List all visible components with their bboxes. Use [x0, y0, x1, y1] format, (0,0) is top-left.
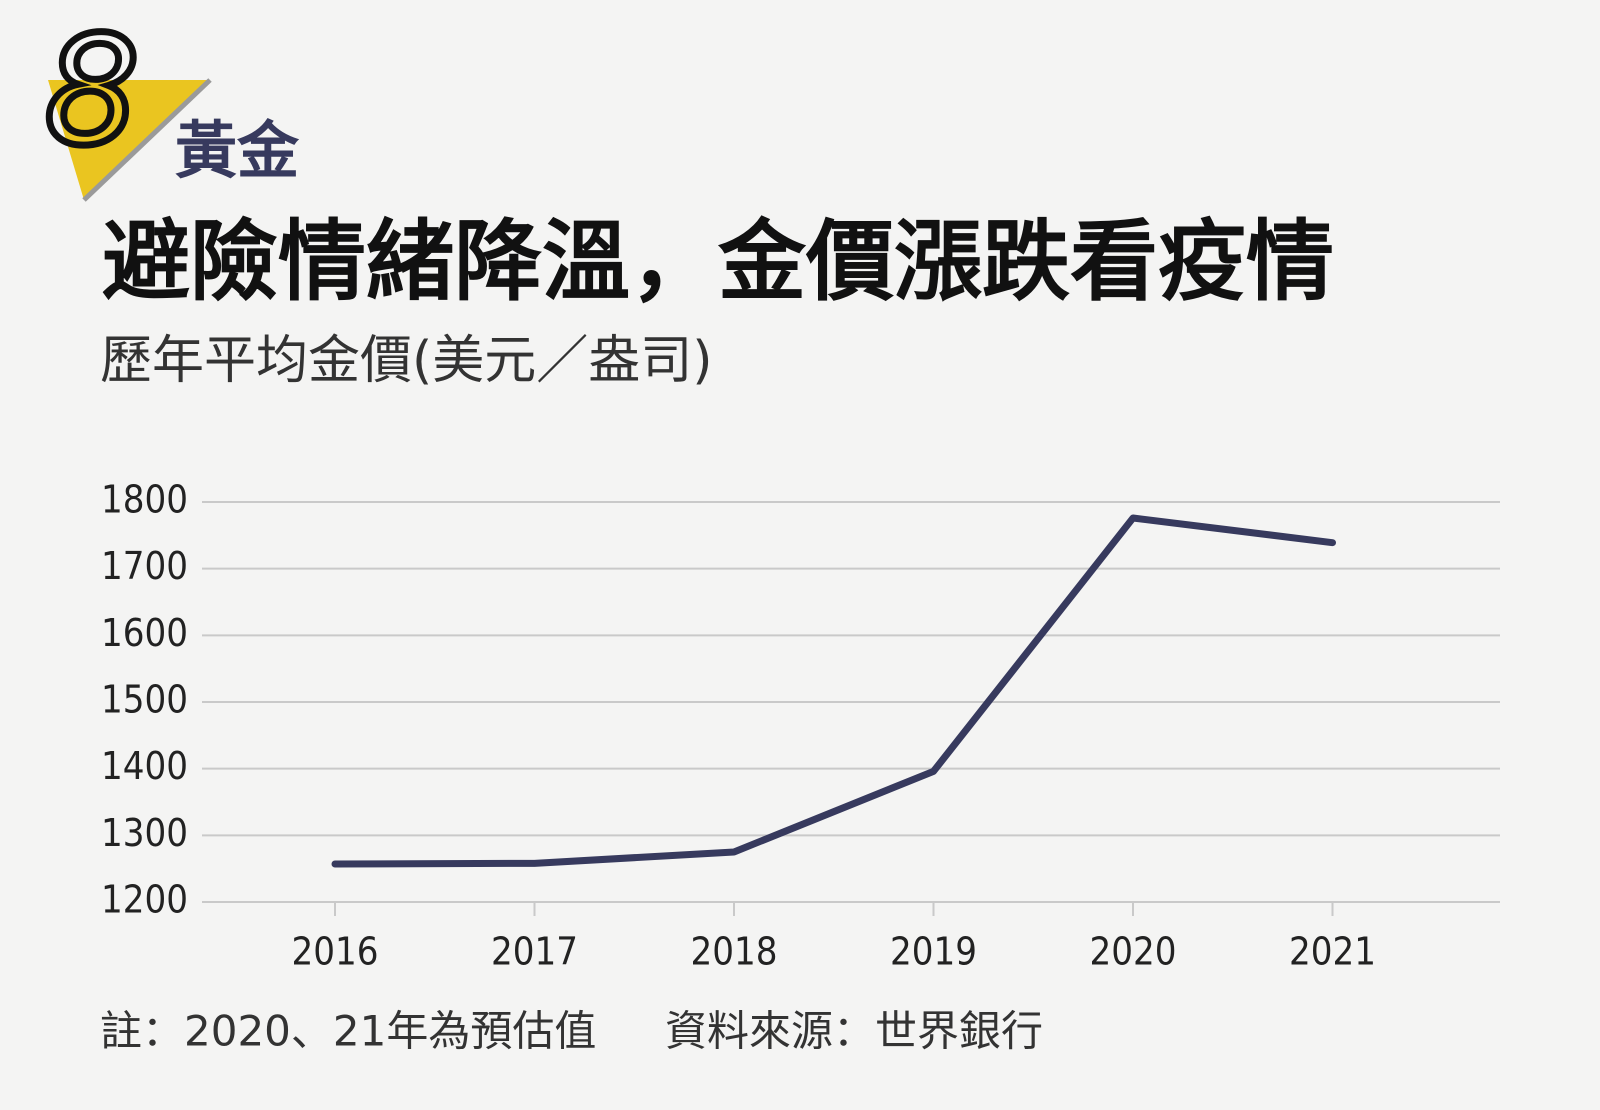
- y-tick-label: 1300: [101, 811, 188, 855]
- x-tick-label: 2016: [292, 930, 379, 974]
- badge-number: 8: [44, 5, 139, 179]
- badge-label: 黃金: [175, 114, 300, 187]
- x-tick-label: 2017: [491, 930, 578, 974]
- y-tick-label: 1400: [101, 744, 188, 788]
- chart-subtitle: 歷年平均金價(美元／盎司): [100, 331, 713, 391]
- footnote: 註：2020、21年為預估值: [100, 1007, 596, 1056]
- data-line: [331, 514, 1336, 868]
- x-tick-label: 2018: [691, 930, 778, 974]
- y-tick-label: 1200: [101, 878, 188, 922]
- badge-triangle: [48, 80, 210, 200]
- badge-stroke: [82, 78, 212, 202]
- x-tick-label: 2019: [890, 930, 977, 974]
- y-tick-label: 1800: [101, 478, 188, 522]
- chart-title: 避險情緒降溫，金價漲跌看疫情: [102, 210, 1334, 313]
- x-tick-label: 2020: [1090, 930, 1177, 974]
- y-tick-label: 1600: [101, 611, 188, 655]
- source: 資料來源：世界銀行: [665, 1007, 1043, 1056]
- y-tick-label: 1500: [101, 678, 188, 722]
- x-tick-label: 2021: [1289, 930, 1376, 974]
- y-tick-label: 1700: [101, 544, 188, 588]
